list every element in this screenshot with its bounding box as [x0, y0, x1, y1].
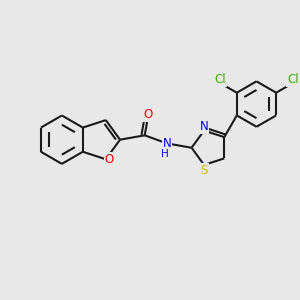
- Text: N: N: [200, 120, 208, 133]
- Text: Cl: Cl: [287, 73, 298, 86]
- Text: S: S: [200, 164, 208, 177]
- Text: O: O: [105, 153, 114, 166]
- Text: Cl: Cl: [214, 73, 226, 86]
- Text: N: N: [163, 137, 171, 150]
- Text: H: H: [161, 149, 168, 159]
- Text: O: O: [143, 108, 153, 121]
